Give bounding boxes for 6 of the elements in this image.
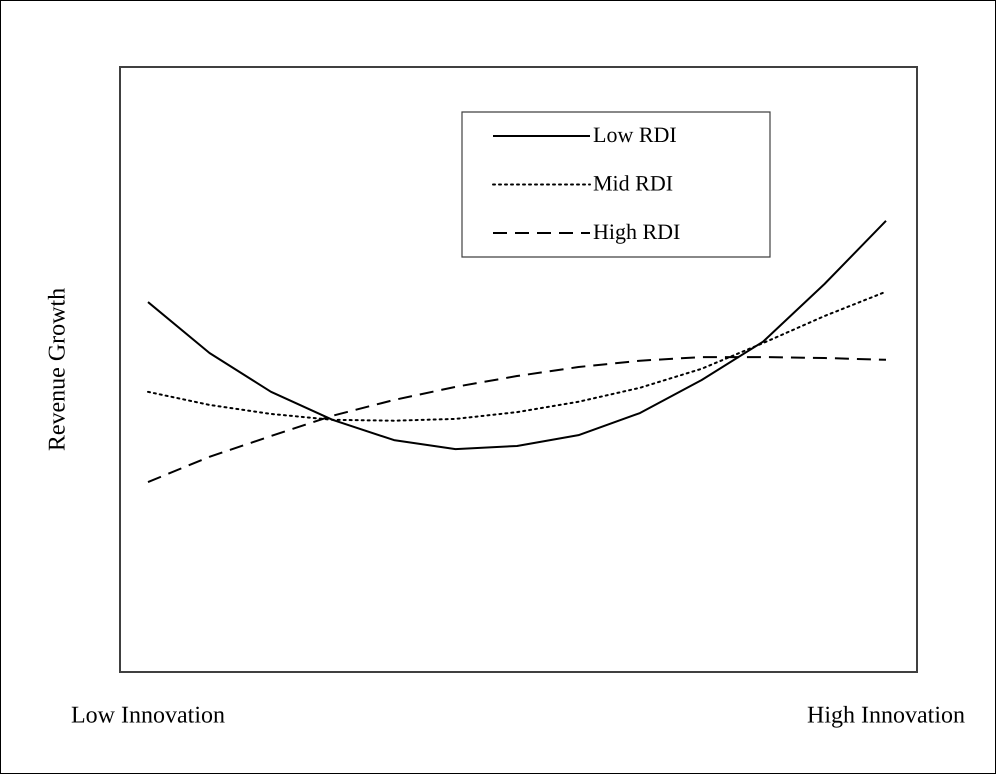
- y-axis-title: Revenue Growth: [44, 288, 71, 452]
- legend-label: Mid RDI: [593, 170, 674, 196]
- x-tick-label: Low Innovation: [71, 702, 225, 729]
- legend-label: High RDI: [593, 218, 680, 244]
- legend-label: Low RDI: [593, 122, 677, 147]
- x-tick-label: High Innovation: [807, 702, 965, 729]
